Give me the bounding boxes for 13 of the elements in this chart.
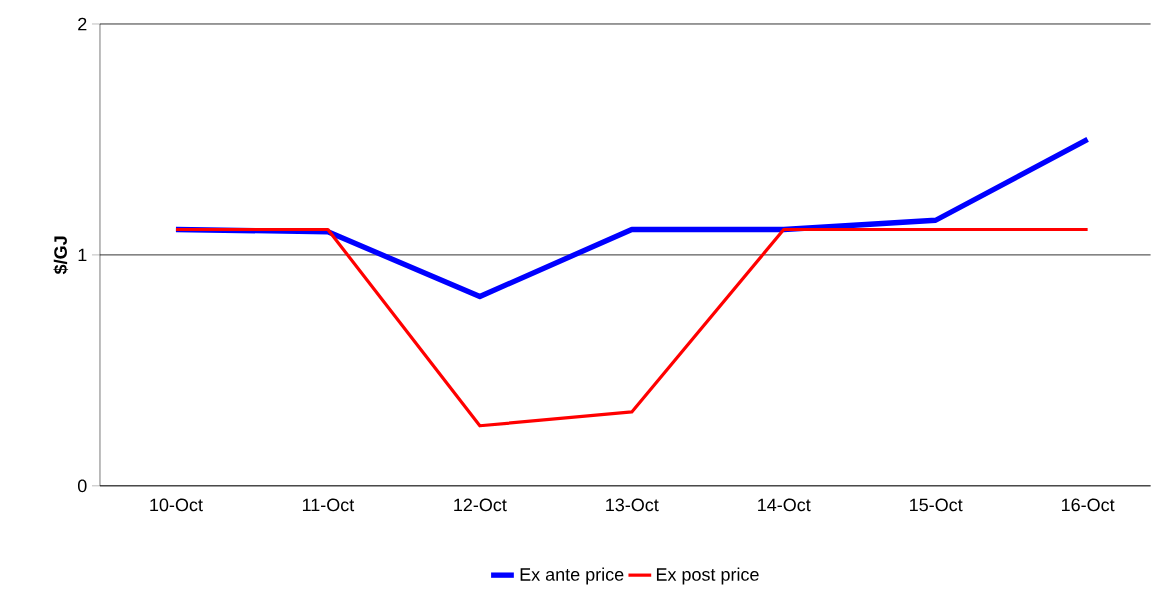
y-tick-label: 1: [78, 248, 87, 262]
y-tick-label: 0: [77, 479, 87, 493]
x-tick-label: 11-Oct: [302, 498, 355, 512]
x-tick-label: 10-Oct: [150, 498, 203, 512]
y-tick-label: 2: [78, 17, 87, 31]
x-tick-label: 13-Oct: [606, 498, 659, 512]
legend-label: Ex ante price: [520, 567, 624, 585]
x-tick-label: 14-Oct: [758, 498, 811, 512]
x-tick-label: 15-Oct: [910, 498, 963, 512]
x-tick-label: 16-Oct: [1062, 498, 1115, 512]
y-axis-title: $/GJ: [53, 236, 69, 275]
legend-label: Ex post price: [656, 567, 759, 585]
x-tick-label: 12-Oct: [454, 498, 507, 512]
